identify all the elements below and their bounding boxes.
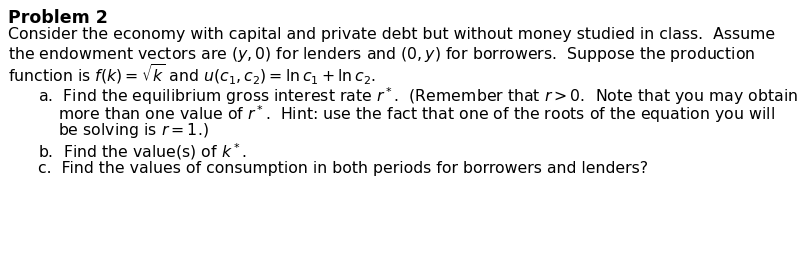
Text: be solving is $r = 1$.): be solving is $r = 1$.) bbox=[58, 121, 209, 140]
Text: a.  Find the equilibrium gross interest rate $r^*$.  (Remember that $r > 0$.  No: a. Find the equilibrium gross interest r… bbox=[38, 85, 798, 107]
Text: c.  Find the values of consumption in both periods for borrowers and lenders?: c. Find the values of consumption in bot… bbox=[38, 161, 648, 176]
Text: more than one value of $r^*$.  Hint: use the fact that one of the roots of the e: more than one value of $r^*$. Hint: use … bbox=[58, 103, 775, 125]
Text: function is $f(k) = \sqrt{k}$ and $u(c_1, c_2) = \ln c_1 + \ln c_2$.: function is $f(k) = \sqrt{k}$ and $u(c_1… bbox=[8, 63, 376, 87]
Text: Consider the economy with capital and private debt but without money studied in : Consider the economy with capital and pr… bbox=[8, 27, 775, 42]
Text: Problem 2: Problem 2 bbox=[8, 9, 108, 27]
Text: the endowment vectors are $(y, 0)$ for lenders and $(0, y)$ for borrowers.  Supp: the endowment vectors are $(y, 0)$ for l… bbox=[8, 45, 756, 64]
Text: b.  Find the value(s) of $k^*$.: b. Find the value(s) of $k^*$. bbox=[38, 141, 247, 162]
